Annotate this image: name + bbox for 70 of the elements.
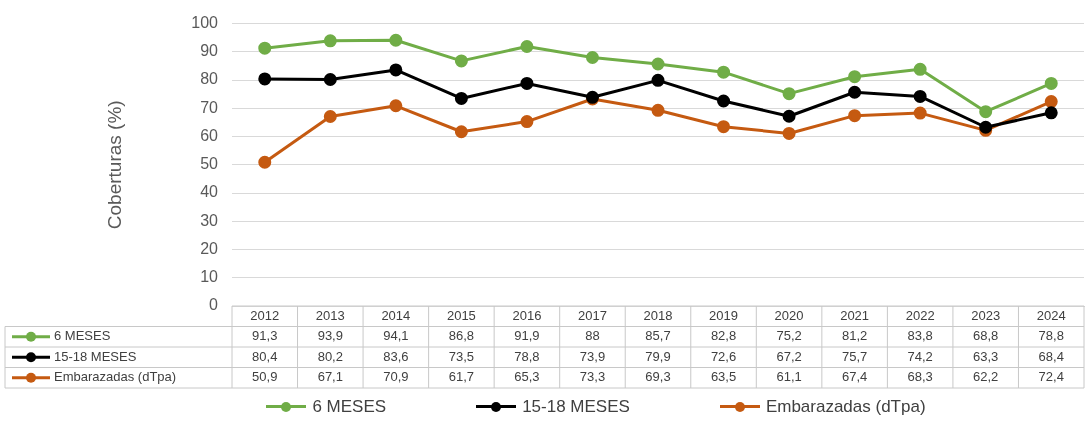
data-label: 63,5 bbox=[710, 369, 737, 385]
data-label: 91,3 bbox=[252, 328, 278, 344]
data-label: 73,9 bbox=[579, 348, 606, 364]
data-label: 78,8 bbox=[514, 348, 540, 364]
data-label: 67,4 bbox=[841, 369, 868, 385]
text: 15-18 MESES bbox=[522, 396, 630, 416]
data-label: 62,2 bbox=[973, 369, 999, 385]
x-tick-label: 2023 bbox=[971, 307, 1001, 323]
data-label: 61,1 bbox=[776, 369, 802, 385]
y-tick-label: 70 bbox=[200, 98, 219, 116]
data-label: 68,4 bbox=[1038, 348, 1064, 364]
y-tick-label: 20 bbox=[200, 239, 219, 257]
text: 6 MESES bbox=[312, 396, 387, 416]
data-label: 88 bbox=[585, 328, 600, 344]
y-tick-label: 60 bbox=[200, 126, 219, 144]
x-tick-label: 2017 bbox=[578, 307, 607, 323]
data-label: 72,4 bbox=[1038, 369, 1064, 385]
y-tick-label: 80 bbox=[200, 70, 219, 88]
data-label: 85,7 bbox=[645, 328, 671, 344]
x-tick-label: 2024 bbox=[1036, 307, 1066, 323]
data-label: 69,3 bbox=[645, 369, 671, 385]
text: Embarazadas (dTpa) bbox=[765, 396, 926, 416]
data-label: 94,1 bbox=[383, 328, 409, 344]
y-tick-label: 100 bbox=[191, 14, 219, 32]
data-label: 79,9 bbox=[645, 348, 671, 364]
data-label: 91,9 bbox=[514, 328, 540, 344]
x-tick-label: 2021 bbox=[840, 307, 870, 323]
x-tick-label: 2016 bbox=[512, 307, 542, 323]
data-label: 86,8 bbox=[448, 328, 475, 344]
x-tick-label: 2019 bbox=[709, 307, 738, 323]
data-label: 65,3 bbox=[514, 369, 540, 385]
data-label: 61,7 bbox=[448, 369, 475, 385]
data-label: 83,6 bbox=[383, 348, 409, 364]
data-label: 80,2 bbox=[317, 348, 343, 364]
data-label: 80,4 bbox=[252, 348, 278, 364]
y-axis-title: Coberturas (%) bbox=[103, 100, 125, 230]
y-tick-label: 50 bbox=[200, 155, 219, 173]
data-label: 78,8 bbox=[1038, 328, 1064, 344]
x-tick-label: 2015 bbox=[446, 307, 476, 323]
data-label: 73,3 bbox=[579, 369, 606, 385]
data-label: 63,3 bbox=[973, 348, 999, 364]
legend-label: 6 MESES bbox=[54, 328, 111, 344]
x-tick-label: 2014 bbox=[381, 307, 411, 323]
data-label: 67,1 bbox=[317, 369, 343, 385]
x-tick-label: 2020 bbox=[774, 307, 804, 323]
data-label: 75,2 bbox=[776, 328, 802, 344]
data-label: 67,2 bbox=[776, 348, 802, 364]
data-label: 70,9 bbox=[383, 369, 409, 385]
legend-label: Embarazadas (dTpa) bbox=[54, 369, 177, 385]
x-tick-label: 2022 bbox=[905, 307, 935, 323]
y-tick-label: 40 bbox=[200, 183, 219, 201]
y-tick-label: 0 bbox=[209, 296, 219, 314]
x-tick-label: 2018 bbox=[643, 307, 673, 323]
data-label: 72,6 bbox=[710, 348, 737, 364]
data-label: 68,3 bbox=[907, 369, 933, 385]
data-label: 68,8 bbox=[973, 328, 999, 344]
legend-label: 15-18 MESES bbox=[54, 348, 137, 364]
x-tick-label: 2012 bbox=[250, 307, 280, 323]
x-tick-label: 2013 bbox=[315, 307, 345, 323]
y-tick-label: 30 bbox=[200, 211, 219, 229]
data-label: 82,8 bbox=[710, 328, 737, 344]
data-label: 73,5 bbox=[448, 348, 475, 364]
data-label: 75,7 bbox=[841, 348, 868, 364]
y-tick-label: 10 bbox=[200, 268, 219, 286]
data-label: 83,8 bbox=[907, 328, 933, 344]
data-label: 81,2 bbox=[841, 328, 868, 344]
y-tick-label: 90 bbox=[200, 42, 219, 60]
data-label: 74,2 bbox=[907, 348, 933, 364]
data-label: 93,9 bbox=[317, 328, 343, 344]
data-label: 50,9 bbox=[252, 369, 278, 385]
